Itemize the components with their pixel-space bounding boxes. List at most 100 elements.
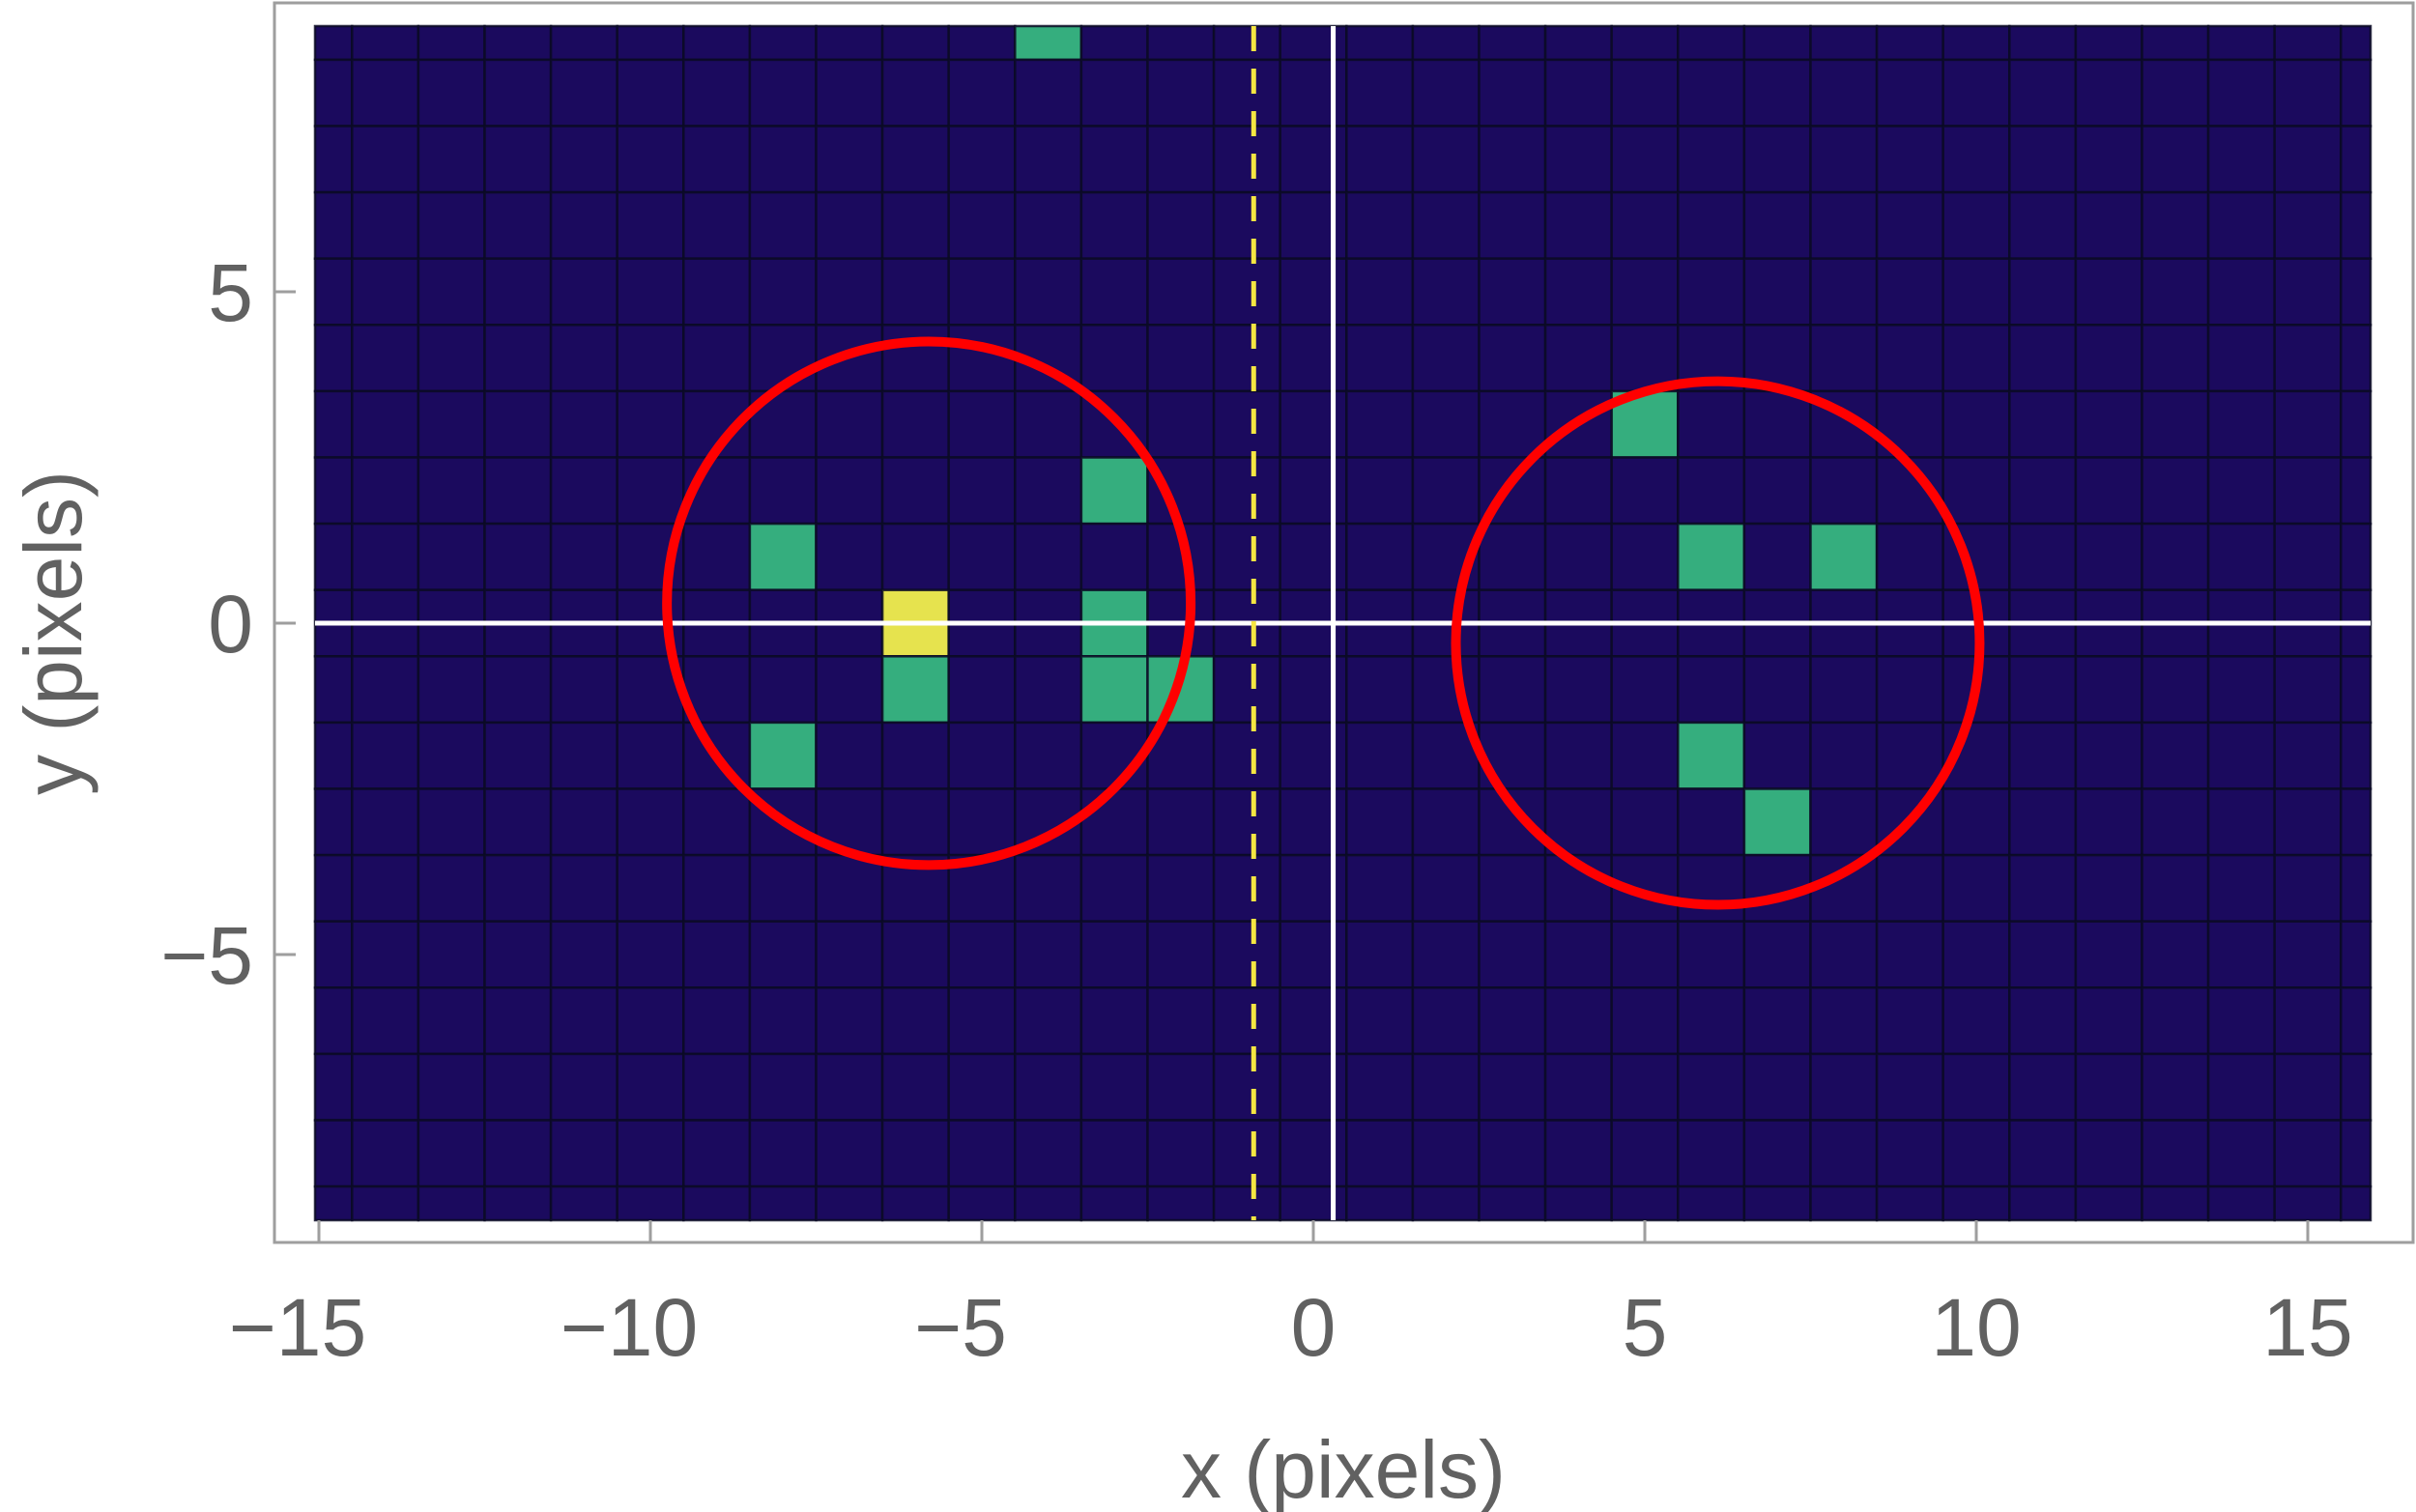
hit-pixel-cell [880,655,950,725]
pixel-cell [1610,1052,1680,1122]
pixel-cell [1809,721,1879,790]
pixel-cell [1079,24,1149,62]
x-tick-label: 10 [1931,1282,2021,1373]
pixel-cell [616,1119,685,1188]
x-axis-title: x (pixels) [1181,1424,1506,1512]
pixel-cell [880,257,950,327]
pixel-cell [1543,58,1613,128]
pixel-cell [549,655,618,725]
pixel-cell [1014,125,1083,194]
pixel-cell [549,1119,618,1188]
pixel-cell [1212,324,1281,393]
x-tick-label: −5 [914,1282,1007,1373]
pixel-cell [417,853,486,923]
pixel-cell [2340,190,2373,260]
pixel-cell [2273,522,2343,591]
pixel-cell [2273,389,2343,459]
pixel-cell [1146,24,1216,62]
pixel-cell [2340,324,2373,393]
pixel-cell [880,58,950,128]
x-axis-ticks: −15 −10 −5 0 5 10 15 [229,1220,2353,1373]
pixel-cell [1478,1052,1547,1122]
pixel-cell [2074,721,2143,790]
pixel-cell [1014,1184,1083,1222]
pixel-cell [1279,655,1348,725]
pixel-cell [417,655,486,725]
pixel-cell [1677,190,1746,260]
pixel-cell [549,24,618,62]
pixel-cell [1345,24,1415,62]
pixel-cell [2074,58,2143,128]
pixel-cell [2141,24,2210,62]
pixel-cell [417,1119,486,1188]
pixel-cell [2141,324,2210,393]
pixel-cell [1941,1052,2011,1122]
pixel-cell [1677,986,1746,1056]
pixel-cell [1543,522,1613,591]
pixel-cell [1345,1119,1415,1188]
pixel-cell [1610,257,1680,327]
pixel-cell [815,986,884,1056]
pixel-cell [1875,1052,1944,1122]
pixel-cell [313,1119,354,1188]
pixel-cell [616,853,685,923]
pixel-cell [1809,1052,1879,1122]
pixel-cell [1146,389,1216,459]
pixel-cell [947,721,1017,790]
pixel-cell [748,1052,818,1122]
pixel-cell [1411,58,1481,128]
pixel-cell [483,986,553,1056]
pixel-cell [1411,1119,1481,1188]
pixel-cell [616,125,685,194]
pixel-cell [1809,456,1879,526]
pixel-cell [351,24,420,62]
pixel-cell [2141,920,2210,989]
pixel-cell [2008,125,2078,194]
pixel-cell [1610,190,1680,260]
pixel-cell [1478,257,1547,327]
pixel-cell [1014,1052,1083,1122]
pixel-cell [1478,853,1547,923]
pixel-cell [1014,721,1083,790]
pixel-cell [1941,920,2011,989]
pixel-cell [1742,1184,1812,1222]
pixel-cell [1345,190,1415,260]
pixel-cell [1742,655,1812,725]
pixel-cell [682,190,752,260]
pixel-cell [2074,986,2143,1056]
pixel-cell [2074,1119,2143,1188]
pixel-cell [417,1184,486,1222]
pixel-cell [1411,125,1481,194]
pixel-cell [1478,58,1547,128]
pixel-cell [483,257,553,327]
pixel-cell [947,257,1017,327]
pixel-cell [748,1184,818,1222]
pixel-cell [2008,456,2078,526]
pixel-cell [1212,1184,1281,1222]
pixel-cell [2273,986,2343,1056]
pixel-cell [2141,986,2210,1056]
pixel-cell [2206,389,2276,459]
pixel-cell [1809,24,1879,62]
pixel-cell [1875,655,1944,725]
hit-pixel-cell [1677,721,1746,790]
pixel-cell [1014,389,1083,459]
pixel-cell [1478,1184,1547,1222]
pixel-cell [2273,920,2343,989]
pixel-cell [2074,522,2143,591]
pixel-cell [1279,1184,1348,1222]
pixel-cell [2340,522,2373,591]
pixel-cell [2273,456,2343,526]
pixel-cell [682,257,752,327]
pixel-cell [1146,1119,1216,1188]
pixel-cell [616,721,685,790]
pixel-cell [1212,920,1281,989]
pixel-cell [880,920,950,989]
pixel-cell [1610,24,1680,62]
pixel-cell [815,190,884,260]
pixel-cell [2141,125,2210,194]
pixel-cell [1809,324,1879,393]
pixel-cell [2206,853,2276,923]
pixel-cell [1079,58,1149,128]
pixel-cell [2206,1184,2276,1222]
